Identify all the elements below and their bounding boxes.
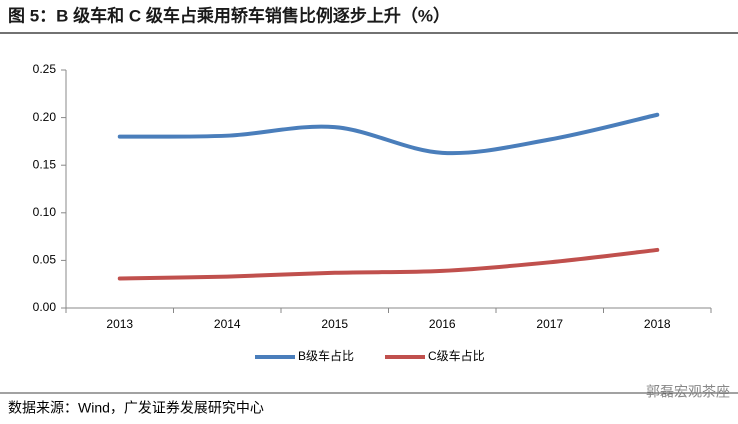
y-tick-label: 0.00 [33, 300, 57, 314]
x-tick-label: 2018 [644, 317, 671, 331]
series-line [117, 247, 660, 281]
y-tick-label: 0.10 [33, 205, 57, 219]
y-tick-label: 0.15 [33, 157, 57, 171]
chart-title: 图 5：B 级车和 C 级车占乘用轿车销售比例逐步上升（%） [8, 5, 450, 25]
y-tick-label: 0.05 [33, 253, 57, 267]
x-tick-label: 2015 [321, 317, 348, 331]
series-line [117, 112, 660, 156]
source: 数据来源：Wind，广发证券发展研究中心 [8, 400, 264, 416]
x-tick-label: 2017 [536, 317, 563, 331]
legend-label: B级车占比 [298, 348, 354, 363]
x-tick-label: 2014 [214, 317, 241, 331]
x-tick-label: 2013 [106, 317, 133, 331]
legend-label: C级车占比 [428, 348, 485, 363]
x-tick-label: 2016 [429, 317, 456, 331]
y-tick-label: 0.20 [33, 110, 57, 124]
watermark: 郭磊宏观茶座 [646, 384, 730, 400]
y-tick-label: 0.25 [33, 62, 57, 76]
